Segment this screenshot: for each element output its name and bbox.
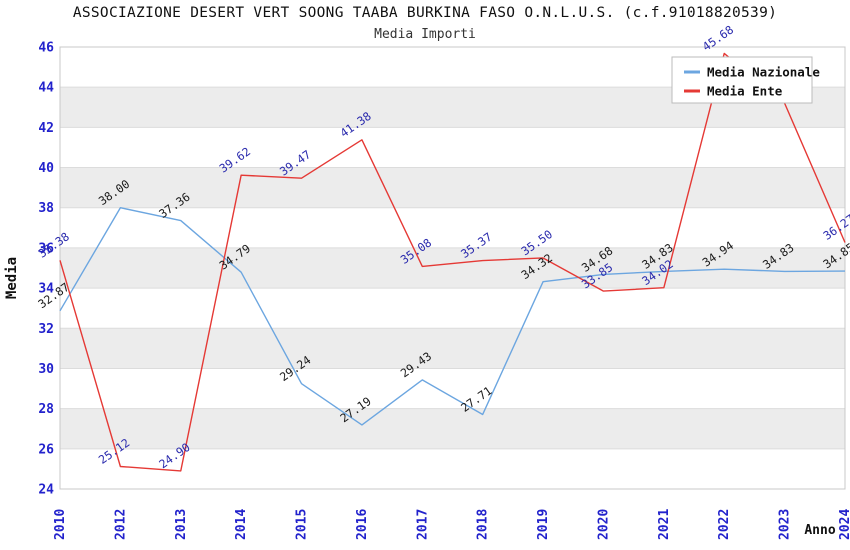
legend: Media Nazionale Media Ente [671, 56, 820, 104]
shaded-band [60, 247, 845, 289]
y-tick-label: 24 [38, 483, 54, 498]
y-tick-label: 34 [38, 282, 54, 297]
y-tick-label: 40 [38, 161, 54, 176]
x-tick-label: 2024 [838, 509, 850, 540]
x-tick-label: 2013 [174, 509, 189, 540]
y-tick-label: 32 [38, 322, 54, 337]
legend-label: Media Nazionale [707, 65, 820, 80]
shaded-band [60, 328, 845, 369]
legend-box [671, 56, 813, 104]
y-tick-label: 30 [38, 362, 54, 377]
chart-title: ASSOCIAZIONE DESERT VERT SOONG TAABA BUR… [72, 5, 778, 21]
x-tick-label: 2012 [113, 509, 128, 540]
x-axis-title: Anno [804, 523, 835, 538]
x-tick-label: 2021 [657, 509, 672, 540]
y-tick-label: 28 [38, 402, 54, 417]
x-tick-label: 2020 [596, 509, 611, 540]
y-tick-label: 36 [38, 241, 54, 256]
y-tick-label: 44 [38, 81, 54, 96]
chart-subtitle: Media Importi [374, 27, 476, 42]
y-tick-label: 26 [38, 442, 54, 457]
shaded-band [60, 167, 845, 208]
x-tick-label: 2016 [355, 509, 370, 540]
x-tick-label: 2018 [476, 509, 491, 540]
plot-frame [59, 46, 846, 490]
x-tick-label: 2010 [53, 509, 68, 540]
y-tick-label: 38 [38, 201, 54, 216]
x-tick-label: 2022 [717, 509, 732, 540]
x-tick-label: 2014 [234, 509, 249, 540]
x-tick-label: 2019 [536, 509, 551, 540]
legend-label: Media Ente [707, 84, 783, 99]
y-tick-label: 42 [38, 121, 54, 136]
x-tick-label: 2017 [415, 509, 430, 540]
series-line-media-nazionale [59, 207, 846, 426]
shaded-band [60, 408, 845, 449]
x-tick-label: 2023 [778, 509, 793, 540]
y-tick-label: 46 [38, 41, 54, 56]
y-axis-title: Media [4, 257, 20, 299]
x-tick-label: 2015 [295, 509, 310, 540]
